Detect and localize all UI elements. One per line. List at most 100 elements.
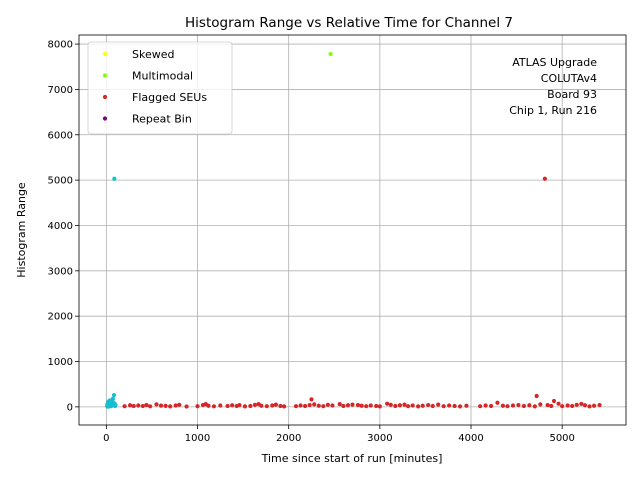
legend-marker [102,73,108,78]
legend-marker [102,51,108,57]
data-point [495,400,500,405]
data-point [242,404,248,409]
data-point [426,402,431,408]
annotation-line: Chip 1, Run 216 [509,104,597,117]
data-point [330,403,335,408]
data-point [560,404,565,409]
legend-marker [102,116,108,121]
data-point [206,403,211,408]
data-point [368,403,373,408]
data-point [278,403,283,409]
x-tick-label: 2000 [276,433,301,444]
grid-lines [79,35,626,425]
data-point [545,402,550,408]
legend-label: Flagged SEUs [132,91,207,104]
data-point [298,403,303,408]
data-point [579,401,584,407]
y-tick-label: 5000 [48,176,73,187]
data-point [345,403,351,408]
data-point [364,404,369,409]
y-tick-label: 6000 [48,130,73,141]
x-tick-label: 0 [103,433,109,444]
data-point [112,176,117,181]
data-point [273,402,279,407]
data-point [534,393,539,399]
data-point [556,401,561,406]
data-point [341,403,346,409]
data-point [110,396,116,401]
data-point [131,403,136,409]
data-point [397,403,403,408]
data-point [264,404,269,409]
data-point [436,402,441,407]
data-point [230,403,235,408]
data-point [127,403,133,408]
y-tick-label: 4000 [48,221,73,232]
data-point [350,402,355,407]
data-point [478,404,483,409]
data-point [374,403,379,409]
legend-box [87,41,233,135]
data-point [293,404,299,409]
data-point [173,403,178,408]
y-tick-label: 7000 [48,85,73,96]
legend-label: Repeat Bin [132,113,192,126]
data-point [542,176,547,181]
data-point [402,402,407,407]
chart-title: Histogram Range vs Relative Time for Cha… [185,15,513,31]
annotation-line: Board 93 [547,88,597,101]
data-point [521,403,526,409]
y-axis-title: Histogram Range [15,182,28,278]
y-tick-label: 2000 [48,312,73,323]
data-point [565,403,570,408]
data-point [549,403,554,409]
x-tick-label: 3000 [367,433,392,444]
data-point [587,404,592,409]
data-point [406,404,411,409]
x-tick-label: 4000 [458,433,483,444]
data-point [570,403,575,409]
data-point [270,403,275,408]
data-point [441,404,446,409]
data-point [144,402,149,408]
axis-ticks: 0 1000 2000 3000 4000 5000 0 1000 2000 3000 4000 50… [48,40,575,444]
data-point [516,402,521,408]
data-point [252,402,258,407]
data-point [574,402,579,407]
data-point [158,403,164,408]
data-point [163,403,168,408]
data-point [307,402,312,408]
data-point [452,403,457,409]
data-point [154,402,159,407]
data-point [551,398,557,404]
data-point [122,404,127,409]
data-point [488,403,494,409]
data-point [325,402,330,407]
x-tick-label: 5000 [549,433,574,444]
data-point [312,402,317,407]
y-tick-label: 3000 [48,266,73,277]
x-axis-title: Time since start of run [minutes] [261,452,443,465]
data-point [148,404,153,409]
data-point [505,404,510,409]
data-point [464,403,469,408]
legend-label: Skewed [132,48,174,61]
plot-area-frame [78,34,627,426]
chart-legend: Skewed Multimodal Flagged SEUs Repeat Bin [87,41,233,135]
annotation-line: ATLAS Upgrade [512,56,597,69]
data-point [218,403,223,408]
y-tick-label: 1000 [48,357,73,368]
data-point [410,403,415,408]
data-point [184,404,189,409]
data-point [500,403,506,408]
data-point [259,403,264,408]
data-point [225,403,230,409]
data-point [538,402,543,407]
data-point [447,403,452,408]
data-point [355,402,361,408]
data-point [483,403,488,408]
data-point [140,403,145,409]
data-point [113,402,118,407]
data-point [527,403,532,408]
